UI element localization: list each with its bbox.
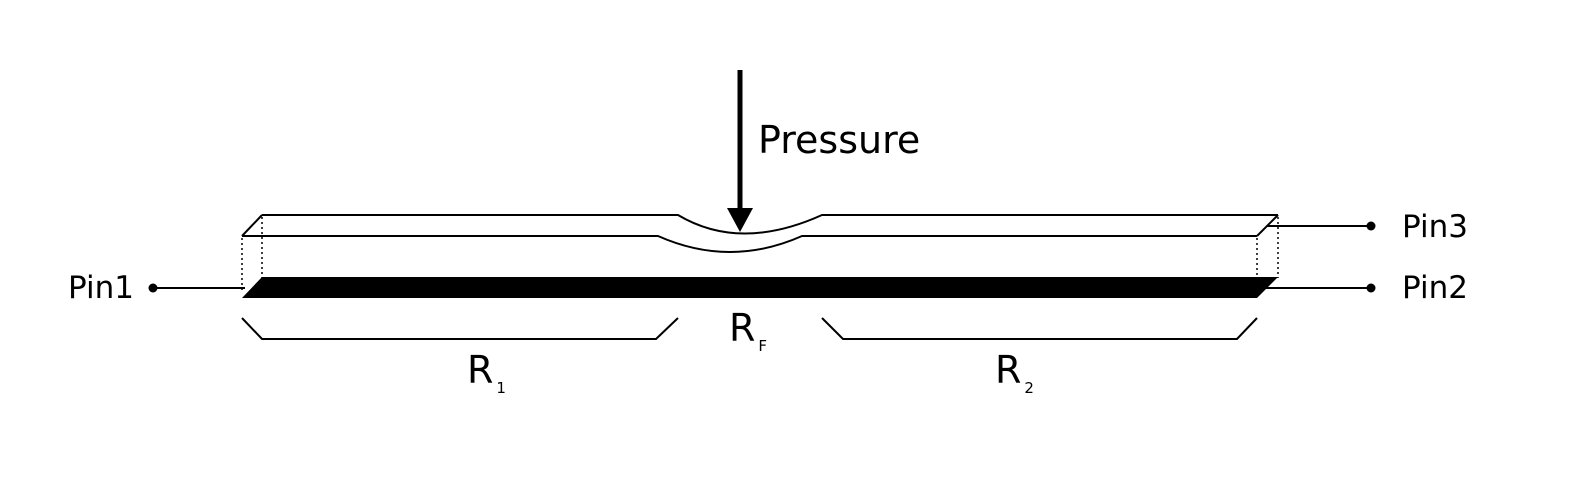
pin2-lead bbox=[1262, 283, 1376, 293]
bracket-r2 bbox=[821, 317, 1258, 340]
pin3-label: Pin3 bbox=[1402, 209, 1468, 245]
r1-subscript: 1 bbox=[496, 379, 506, 397]
r2-subscript: 2 bbox=[1024, 379, 1034, 397]
rf-subscript: F bbox=[758, 337, 767, 355]
pin1-lead bbox=[148, 283, 245, 293]
r1-main: R bbox=[467, 348, 493, 392]
pressure-arrow bbox=[727, 70, 753, 232]
pin2-label: Pin2 bbox=[1402, 270, 1468, 306]
pin1-label: Pin1 bbox=[68, 270, 134, 306]
rf-main: R bbox=[729, 306, 755, 350]
conductive-strip bbox=[242, 277, 1278, 298]
pressure-label: Pressure bbox=[758, 118, 920, 162]
bracket-r1 bbox=[241, 317, 679, 340]
pin3-lead bbox=[1267, 221, 1376, 231]
r2-main: R bbox=[995, 348, 1021, 392]
dotted-edges bbox=[241, 217, 1279, 292]
top-layer bbox=[241, 214, 1279, 253]
